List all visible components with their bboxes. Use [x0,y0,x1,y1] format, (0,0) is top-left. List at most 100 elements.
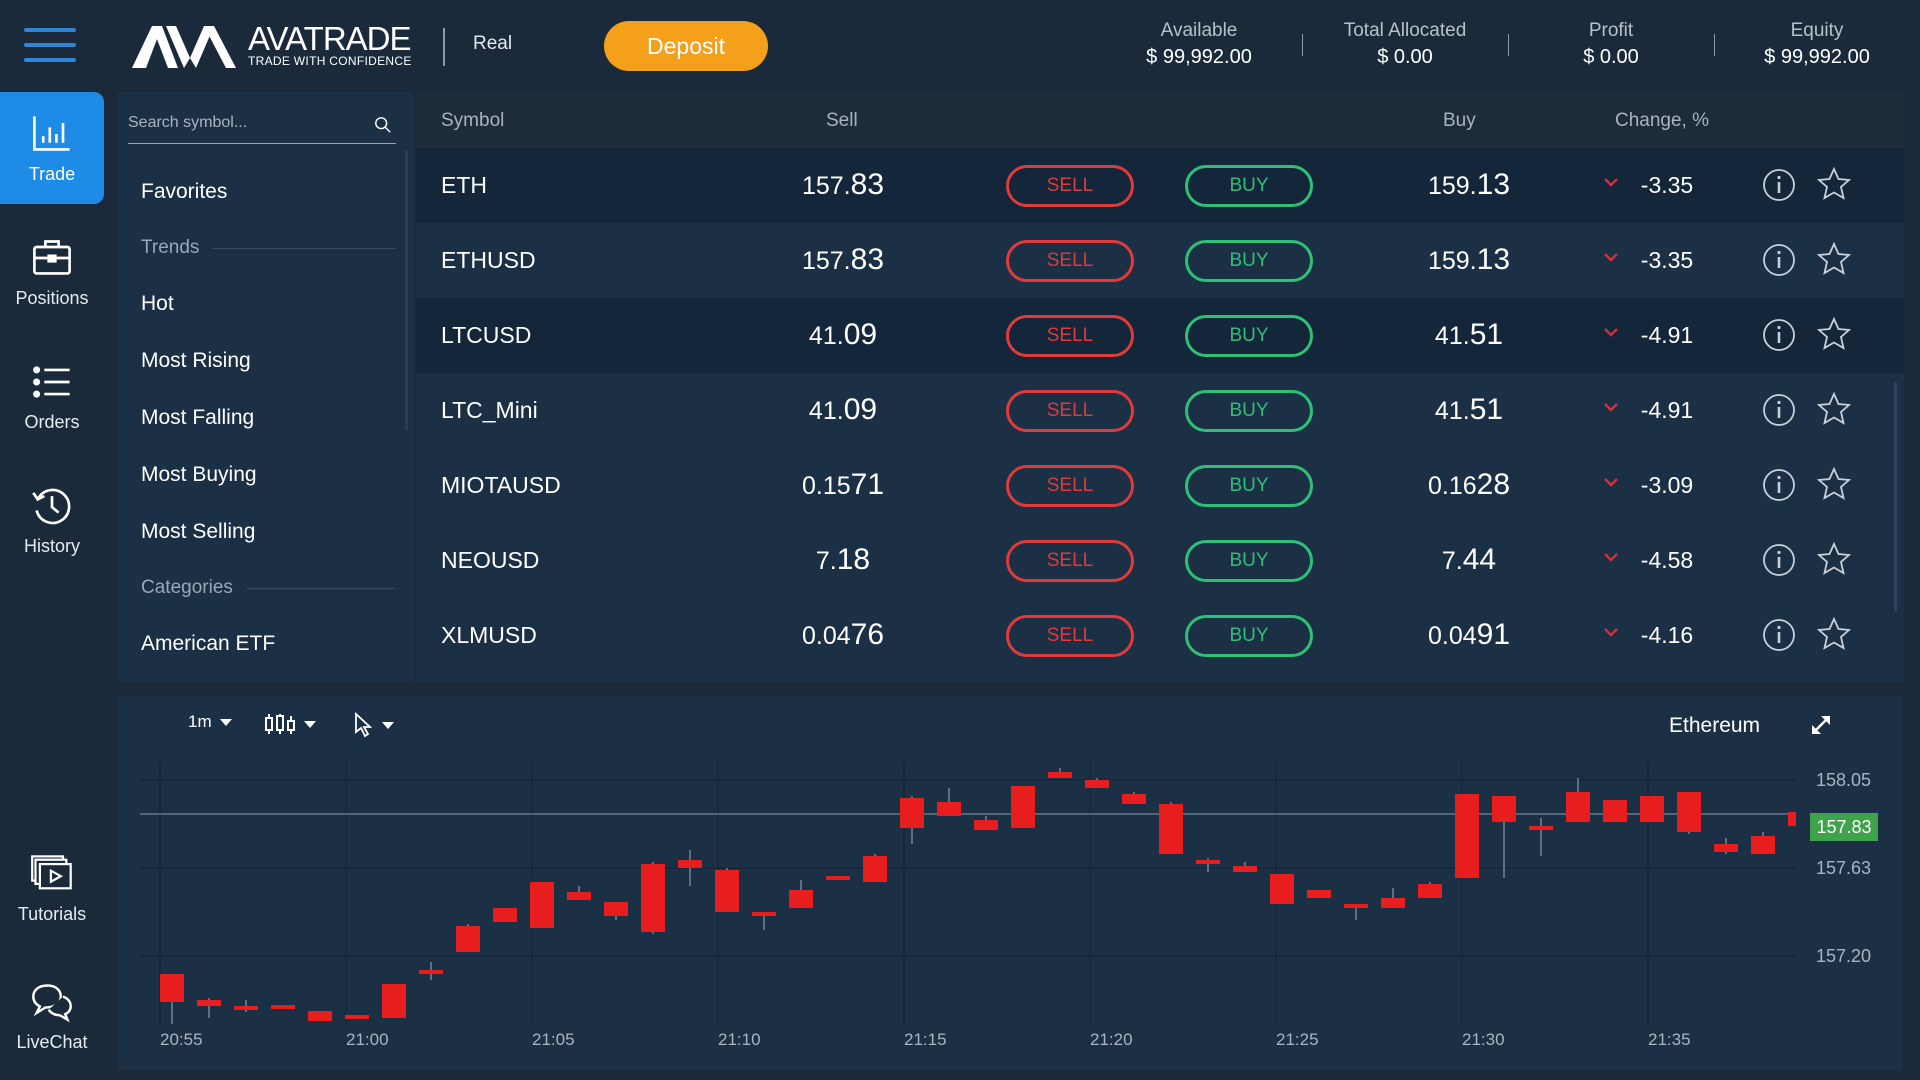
video-icon [31,854,72,889]
x-axis-label: 21:35 [1648,1030,1691,1049]
candlestick-chart[interactable] [140,762,1796,1026]
top-bar: AVATRADE TRADE WITH CONFIDENCE Real Depo… [0,0,1920,92]
price-pips: 13 [1476,243,1511,276]
info-icon[interactable] [1762,543,1796,577]
table-row[interactable]: ETH 157.83 SELL BUY 159.13 -3.35 [416,148,1904,223]
candlestick-icon [265,714,295,734]
expand-icon[interactable] [1808,712,1834,738]
chevron-down-icon [1604,628,1618,637]
price-pips: 83 [850,168,885,201]
buy-button[interactable]: BUY [1185,390,1313,432]
info-icon[interactable] [1762,318,1796,352]
star-icon[interactable] [1816,166,1852,202]
search-box [128,108,396,144]
buy-button[interactable]: BUY [1185,240,1313,282]
buy-button[interactable]: BUY [1185,315,1313,357]
sidebar-item-most-rising[interactable]: Most Rising [141,349,251,372]
buy-button[interactable]: BUY [1185,615,1313,657]
x-axis-label: 21:15 [904,1030,947,1049]
price-prefix: 0.04 [1427,622,1477,650]
buy-price: 159.13 [1379,243,1559,277]
stat-label: Available [1160,20,1238,41]
buy-button[interactable]: BUY [1185,465,1313,507]
star-icon[interactable] [1816,541,1852,577]
brand-tagline: TRADE WITH CONFIDENCE [248,54,412,68]
sidebar-item-favorites[interactable]: Favorites [141,180,228,203]
search-icon[interactable] [374,116,392,134]
table-row[interactable]: NEOUSD 7.18 SELL BUY 7.44 -4.58 [416,523,1904,598]
table-row[interactable]: LTC_Mini 41.09 SELL BUY 41.51 -4.91 [416,373,1904,448]
table-row[interactable]: LTCUSD 41.09 SELL BUY 41.51 -4.91 [416,298,1904,373]
table-row[interactable]: ETHUSD 157.83 SELL BUY 159.13 -3.35 [416,223,1904,298]
sidebar-item-most-buying[interactable]: Most Buying [141,463,257,486]
list-icon [33,365,70,398]
sell-button[interactable]: SELL [1006,315,1134,357]
chat-icon [32,983,72,1022]
menu-hamburger-icon[interactable] [24,28,76,64]
chart-symbol-title: Ethereum [1669,714,1761,737]
price-pips: 83 [850,243,885,276]
table-row[interactable]: XLMUSD 0.0476 SELL BUY 0.0491 -4.16 [416,598,1904,673]
sell-price: 0.0476 [753,618,933,652]
sidebar-item-most-falling[interactable]: Most Falling [141,406,255,429]
col-change: Change, % [1615,110,1710,131]
sell-button[interactable]: SELL [1006,240,1134,282]
nav-tutorials[interactable]: Tutorials [0,832,104,944]
nav-livechat[interactable]: LiveChat [0,960,104,1072]
star-icon[interactable] [1816,616,1852,652]
table-row[interactable]: MIOTAUSD 0.1571 SELL BUY 0.1628 -3.09 [416,448,1904,523]
x-axis-label: 20:55 [160,1030,203,1049]
stat-value: $ 0.00 [1583,46,1639,68]
buy-button[interactable]: BUY [1185,165,1313,207]
nav-positions[interactable]: Positions [0,216,104,328]
star-icon[interactable] [1816,241,1852,277]
sell-button[interactable]: SELL [1006,615,1134,657]
info-icon[interactable] [1762,618,1796,652]
buy-button[interactable]: BUY [1185,540,1313,582]
change-percent: -4.91 [1640,322,1694,348]
cursor-tool-dropdown[interactable] [354,712,394,738]
row-symbol: XLMUSD [441,622,537,648]
timeframe-dropdown[interactable]: 1m [188,712,232,732]
price-prefix: 157. [801,172,851,200]
deposit-button[interactable]: Deposit [604,21,768,71]
price-prefix: 0.04 [801,622,851,650]
sidebar-scrollbar[interactable] [405,150,408,430]
col-symbol: Symbol [441,110,505,131]
chart-type-dropdown[interactable] [264,712,316,736]
search-input[interactable] [128,108,358,138]
sidebar-item-most-selling[interactable]: Most Selling [141,520,256,543]
star-icon[interactable] [1816,466,1852,502]
categories-heading: Categories [141,577,395,599]
change-percent: -3.35 [1640,172,1694,198]
sidebar-item-hot[interactable]: Hot [141,292,174,315]
sell-button[interactable]: SELL [1006,165,1134,207]
price-prefix: 41. [808,322,844,350]
row-symbol: MIOTAUSD [441,472,561,498]
sell-button[interactable]: SELL [1006,390,1134,432]
info-icon[interactable] [1762,243,1796,277]
buy-price: 159.13 [1379,168,1559,202]
price-prefix: 41. [1434,322,1470,350]
price-pips: 09 [843,393,878,426]
row-symbol: NEOUSD [441,547,540,573]
account-mode[interactable]: Real [473,33,513,54]
sell-button[interactable]: SELL [1006,465,1134,507]
cursor-icon [355,712,373,738]
table-scrollbar[interactable] [1894,382,1897,612]
info-icon[interactable] [1762,393,1796,427]
price-pips: 51 [1469,318,1504,351]
table-header: Symbol Sell Buy Change, % [416,92,1904,148]
price-pips: 51 [1469,393,1504,426]
sell-button[interactable]: SELL [1006,540,1134,582]
info-icon[interactable] [1762,468,1796,502]
star-icon[interactable] [1816,391,1852,427]
nav-orders[interactable]: Orders [0,340,104,452]
sidebar-item-american-etf[interactable]: American ETF [141,632,276,655]
info-icon[interactable] [1762,168,1796,202]
nav-trade[interactable]: Trade [0,92,104,204]
stat-profit: Profit $ 0.00 [1511,20,1711,69]
price-pips: 13 [1476,168,1511,201]
nav-history[interactable]: History [0,464,104,576]
star-icon[interactable] [1816,316,1852,352]
